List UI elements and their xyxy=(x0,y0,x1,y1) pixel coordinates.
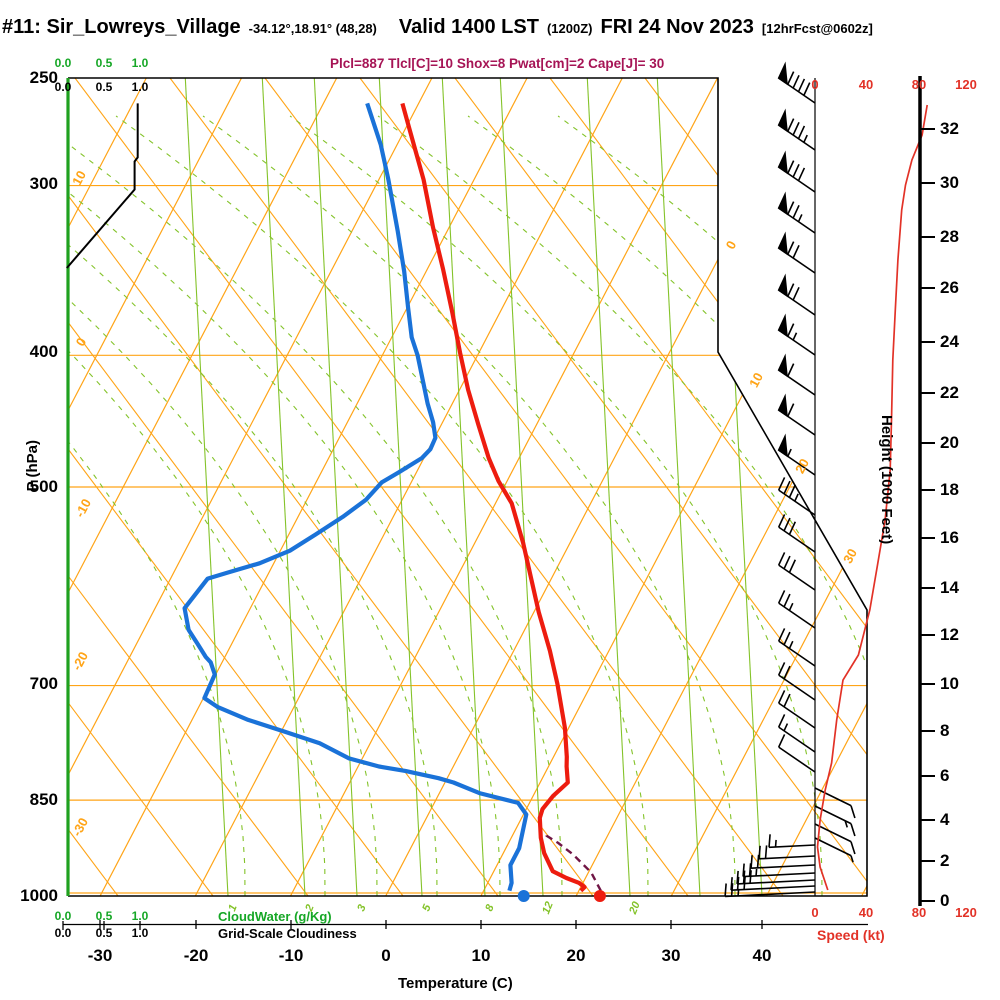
cloudwater-scale-label-top: 0.0 xyxy=(54,56,72,70)
height-tick-label: 16 xyxy=(940,528,959,547)
height-tick-label: 12 xyxy=(940,625,959,644)
height-tick-label: 22 xyxy=(940,383,959,402)
height-tick-label: 28 xyxy=(940,227,959,246)
temperature-curve xyxy=(400,102,587,893)
height-tick-label: 0 xyxy=(940,891,950,910)
valid-date: FRI 24 Nov 2023 xyxy=(600,16,754,38)
pressure-tick-label: 1000 xyxy=(20,886,58,905)
height-tick-label: 30 xyxy=(940,173,959,192)
pressure-tick-label: 500 xyxy=(29,477,58,496)
wind-speed-profile xyxy=(816,104,929,891)
speed-tick-label-bottom: 80 xyxy=(911,905,927,920)
title-bar: #11: Sir_Lowreys_Village -34.12°,18.91° … xyxy=(2,16,873,39)
height-tick-label: 18 xyxy=(940,480,959,499)
cloudwater-scale-label-bottom: 1.0 xyxy=(131,909,149,923)
speed-axis-title: Speed (kt) xyxy=(817,927,885,943)
temperature-tick-label: 20 xyxy=(566,946,586,965)
height-tick-label: 14 xyxy=(940,578,959,597)
temperature-tick-label: -10 xyxy=(278,946,304,965)
speed-tick-label-top: 0 xyxy=(811,77,819,92)
pressure-tick-label: 700 xyxy=(29,674,58,693)
height-tick-label: 26 xyxy=(940,278,959,297)
speed-tick-label-top: 40 xyxy=(858,77,874,92)
height-tick-label: 10 xyxy=(940,674,959,693)
temperature-axis-title: Temperature (C) xyxy=(398,975,513,992)
cloudwater-axis-title: CloudWater (g/Kg) xyxy=(218,909,332,924)
cloudiness-scale-label-top: 0.0 xyxy=(54,80,72,94)
station-title: #11: Sir_Lowreys_Village xyxy=(2,16,241,38)
surface-temperature-dot xyxy=(593,890,606,902)
height-tick-label: 20 xyxy=(940,433,959,452)
height-tick-label: 4 xyxy=(940,810,950,829)
temperature-tick-label: 10 xyxy=(471,946,491,965)
cloudwater-scale-label-top: 0.5 xyxy=(95,56,113,70)
sounding-indices: Plcl=887 Tlcl[C]=10 Shox=8 Pwat[cm]=2 Ca… xyxy=(330,56,665,71)
cloudwater-scale-label-bottom: 0.0 xyxy=(54,909,72,923)
cloudiness-scale-label-bottom: 0.0 xyxy=(54,926,72,940)
height-tick-label: 6 xyxy=(940,766,950,785)
cloudiness-scale-label-top: 0.5 xyxy=(95,80,113,94)
temperature-tick-label: 40 xyxy=(752,946,772,965)
pressure-tick-label: 300 xyxy=(29,174,58,193)
temperature-tick-label: 0 xyxy=(381,946,391,965)
cloudiness-scale-label-bottom: 1.0 xyxy=(131,926,149,940)
pressure-tick-label: 250 xyxy=(29,68,58,87)
height-tick-label: 32 xyxy=(940,119,959,138)
speed-tick-label-top: 80 xyxy=(911,77,927,92)
surface-dewpoint-dot xyxy=(517,890,530,902)
speed-tick-label-bottom: 40 xyxy=(858,905,874,920)
pressure-tick-label: 400 xyxy=(29,342,58,361)
cloudiness-scale-label-bottom: 0.5 xyxy=(95,926,113,940)
valid-utc: (1200Z) xyxy=(546,21,593,36)
parcel-path xyxy=(544,832,602,892)
speed-tick-label-bottom: 0 xyxy=(811,905,819,920)
temperature-tick-label: -30 xyxy=(87,946,113,965)
valid-time: Valid 1400 LST xyxy=(398,16,539,38)
pressure-tick-label: 850 xyxy=(29,790,58,809)
dewpoint-curve xyxy=(182,102,529,892)
cloudiness-axis-title: Grid-Scale Cloudiness xyxy=(218,926,357,941)
cloudwater-scale-label-bottom: 0.5 xyxy=(95,909,113,923)
height-tick-label: 8 xyxy=(940,721,950,740)
height-tick-label: 2 xyxy=(940,851,950,870)
cloudwater-scale-label-top: 1.0 xyxy=(131,56,149,70)
temperature-tick-label: 30 xyxy=(661,946,681,965)
temperature-tick-label: -20 xyxy=(183,946,209,965)
speed-tick-label-bottom: 120 xyxy=(955,905,977,920)
cloudiness-profile xyxy=(66,103,139,269)
height-tick-label: 24 xyxy=(940,332,959,351)
height-axis-title: Height (1000 Feet) xyxy=(878,415,895,545)
speed-tick-label-top: 120 xyxy=(955,77,977,92)
station-coords: -34.12°,18.91° (48,28) xyxy=(248,21,377,36)
forecast-tag: [12hrFcst@0602z] xyxy=(761,21,873,36)
cloudiness-scale-label-top: 1.0 xyxy=(131,80,149,94)
wind-barbs xyxy=(724,61,856,898)
